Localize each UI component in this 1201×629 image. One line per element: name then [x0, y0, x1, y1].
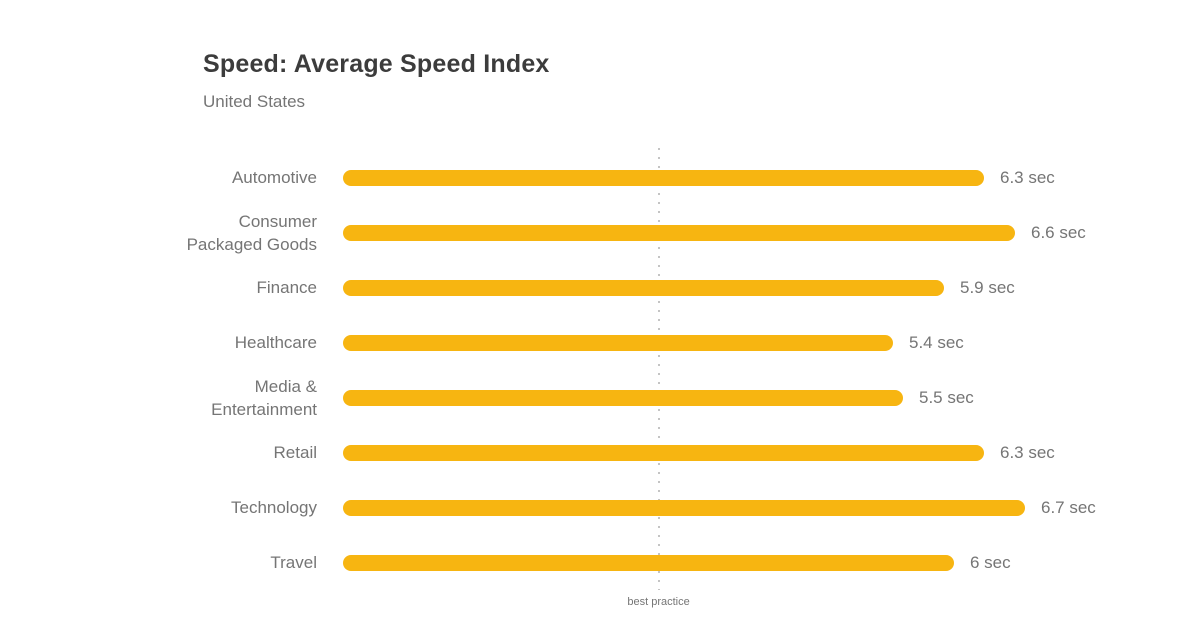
category-label: Travel: [270, 553, 317, 572]
bar: [343, 169, 984, 186]
bar: [343, 224, 1015, 241]
category-label: Healthcare: [234, 333, 317, 352]
bar-value-label: 6 sec: [970, 552, 1011, 572]
bar-row-healthcare: Healthcare 5.4 sec: [0, 315, 1201, 370]
bar-value-label: 6.6 sec: [1031, 222, 1086, 242]
bar-value-label: 5.4 sec: [909, 332, 964, 352]
bar-row-technology: Technology 6.7 sec: [0, 480, 1201, 535]
bar-value-label: 5.5 sec: [919, 387, 974, 407]
bar-value-label: 5.9 sec: [960, 277, 1015, 297]
bar-track: 6.3 sec: [343, 168, 1201, 188]
best-practice-line: [657, 148, 660, 590]
bar-row-retail: Retail 6.3 sec: [0, 425, 1201, 480]
category-label: Finance: [256, 278, 317, 297]
best-practice-label: best practice: [627, 596, 690, 608]
bar-value-label: 6.3 sec: [1000, 167, 1055, 187]
bar: [343, 499, 1025, 516]
bar: [343, 279, 944, 296]
bar-row-finance: Finance 5.9 sec: [0, 260, 1201, 315]
bar: [343, 389, 903, 406]
bar-value-label: 6.3 sec: [1000, 442, 1055, 462]
bar-track: 6.6 sec: [343, 223, 1201, 243]
bar-row-media-entertainment: Media & Entertainment 5.5 sec: [0, 370, 1201, 425]
bar-rows: Automotive 6.3 sec Consumer Packaged Goo…: [0, 150, 1201, 590]
category-label: Automotive: [231, 168, 317, 187]
chart-title: Speed: Average Speed Index: [203, 50, 550, 78]
bar-row-automotive: Automotive 6.3 sec: [0, 150, 1201, 205]
chart-header: Speed: Average Speed Index United States: [203, 50, 550, 112]
category-label: Technology: [230, 498, 317, 517]
bar: [343, 444, 984, 461]
bar-value-label: 6.7 sec: [1041, 497, 1096, 517]
category-label: Media & Entertainment: [211, 376, 317, 419]
bar-track: 6 sec: [343, 553, 1201, 573]
chart-subtitle: United States: [203, 92, 306, 111]
bar-track: 6.7 sec: [343, 498, 1201, 518]
bar-track: 5.5 sec: [343, 388, 1201, 408]
bar-track: 5.4 sec: [343, 333, 1201, 353]
category-label: Consumer Packaged Goods: [186, 211, 317, 254]
bar: [343, 554, 954, 571]
bar-row-consumer-packaged-goods: Consumer Packaged Goods 6.6 sec: [0, 205, 1201, 260]
bar-track: 6.3 sec: [343, 443, 1201, 463]
bar-row-travel: Travel 6 sec: [0, 535, 1201, 590]
bar-track: 5.9 sec: [343, 278, 1201, 298]
category-label: Retail: [273, 443, 317, 462]
bar: [343, 334, 893, 351]
